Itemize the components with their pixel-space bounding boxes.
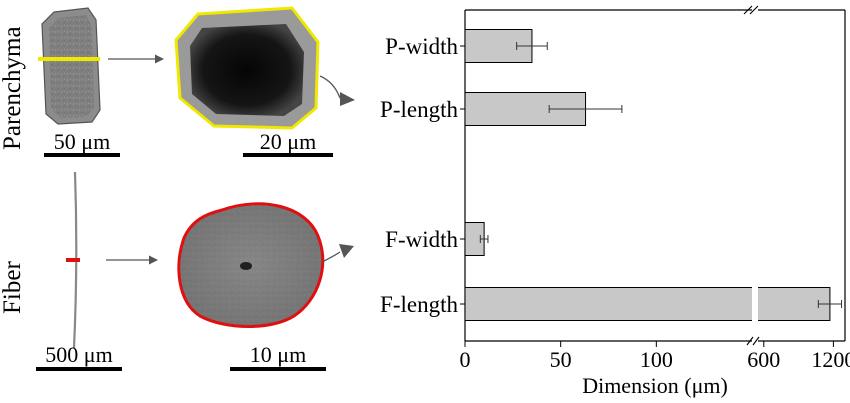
category-label-f-width: F-width: [385, 227, 458, 252]
scale-label-parenchyma-cell: 50 μm: [54, 129, 110, 154]
parenchyma-outline: [174, 6, 320, 130]
bar-p-length: [464, 92, 587, 126]
arrow-fiber-label: [321, 251, 341, 263]
axis-break-top: [743, 5, 759, 15]
arrow-parenchyma-label: [319, 75, 341, 99]
parenchyma-row-label: Parenchyma: [0, 26, 26, 150]
parenchyma-cell-image: [41, 7, 101, 125]
axis-break-bottom: [746, 336, 760, 346]
x-tick-label: 1200: [811, 347, 850, 372]
category-label-f-length: F-length: [380, 292, 458, 317]
bar-f-length: [464, 287, 831, 321]
fiber-row-label: Fiber: [0, 261, 26, 314]
arrowhead-fiber-label: [339, 244, 354, 258]
scale-label-parenchyma-section: 20 μm: [260, 129, 316, 154]
scale-label-fiber-cell: 500 μm: [45, 342, 112, 367]
parenchyma-cross-section-image: [174, 6, 320, 130]
x-tick-label: 100: [640, 347, 673, 372]
fiber-outline: [177, 202, 325, 328]
bar-break-gap: [752, 286, 758, 322]
x-axis-title: Dimension (μm): [582, 373, 728, 398]
x-tick-label: 50: [550, 347, 572, 372]
x-tick-label: 600: [747, 347, 780, 372]
category-label-p-width: P-width: [385, 34, 458, 59]
scale-label-fiber-section: 10 μm: [250, 342, 306, 367]
arrowhead-parenchyma: [155, 54, 164, 64]
arrowhead-parenchyma-label: [340, 92, 355, 106]
x-tick-label: 0: [460, 347, 471, 372]
fiber-cross-section-image: [177, 202, 325, 328]
category-label-p-length: P-length: [380, 97, 458, 122]
arrowhead-fiber: [149, 255, 158, 265]
bar-chart: P-width P-length F-width F-length 0 50 100 600 1…: [380, 5, 850, 372]
